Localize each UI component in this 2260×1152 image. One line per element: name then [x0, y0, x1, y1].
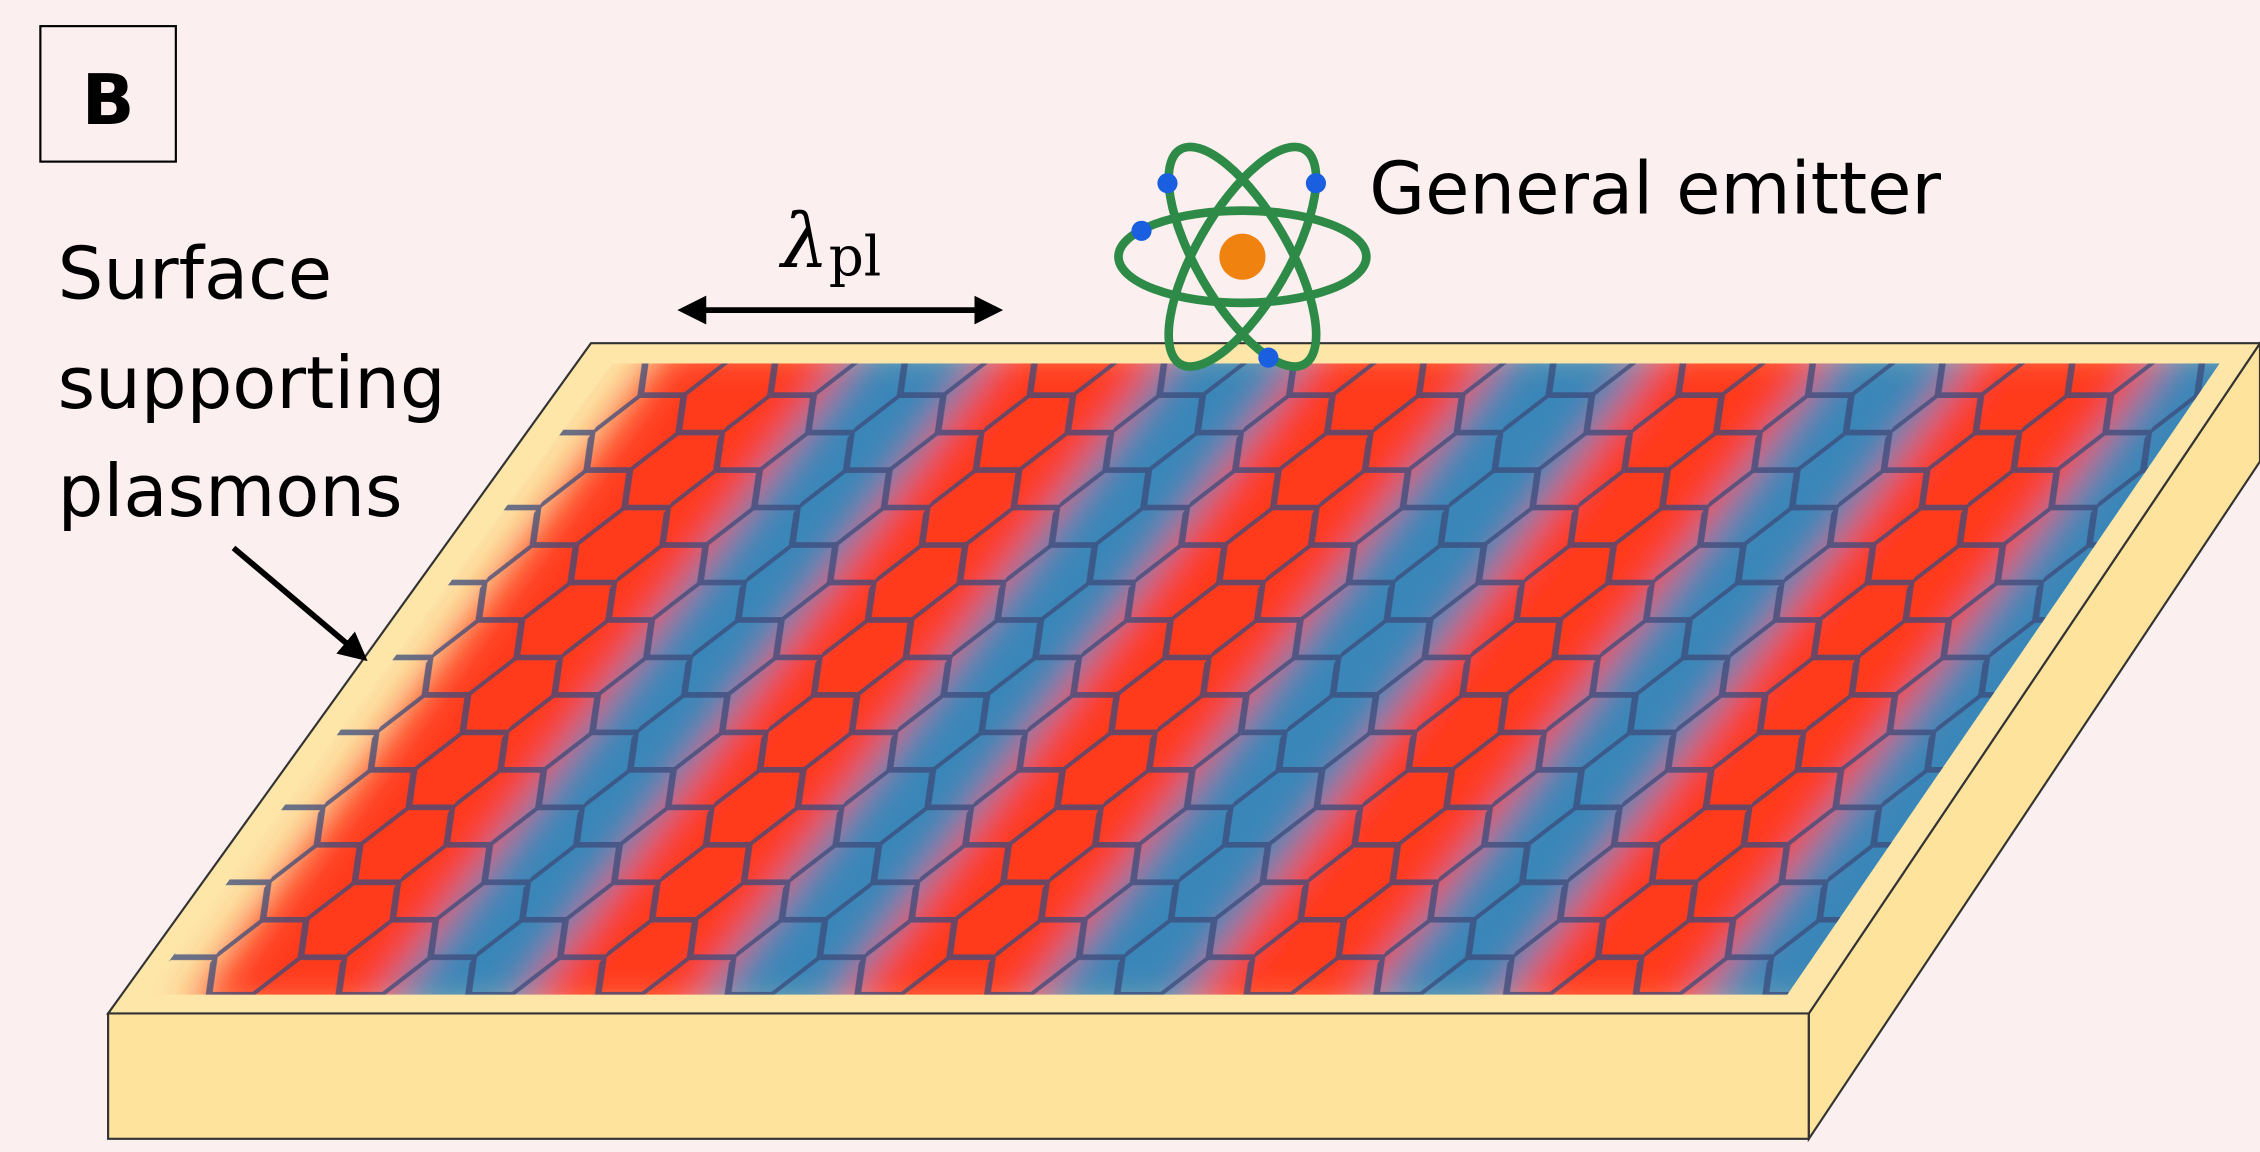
- surface-label: plasmons: [58, 449, 403, 533]
- diagram: B Surface supporting plasmons λpl Genera…: [0, 0, 2260, 1152]
- emitter-label: General emitter: [1369, 147, 1941, 231]
- wavelength-subscript: pl: [829, 224, 882, 288]
- panel-label: B: [82, 61, 135, 141]
- surface-label: supporting: [58, 341, 446, 425]
- surface-label: Surface: [58, 232, 332, 316]
- wavelength-symbol: λ: [778, 197, 829, 285]
